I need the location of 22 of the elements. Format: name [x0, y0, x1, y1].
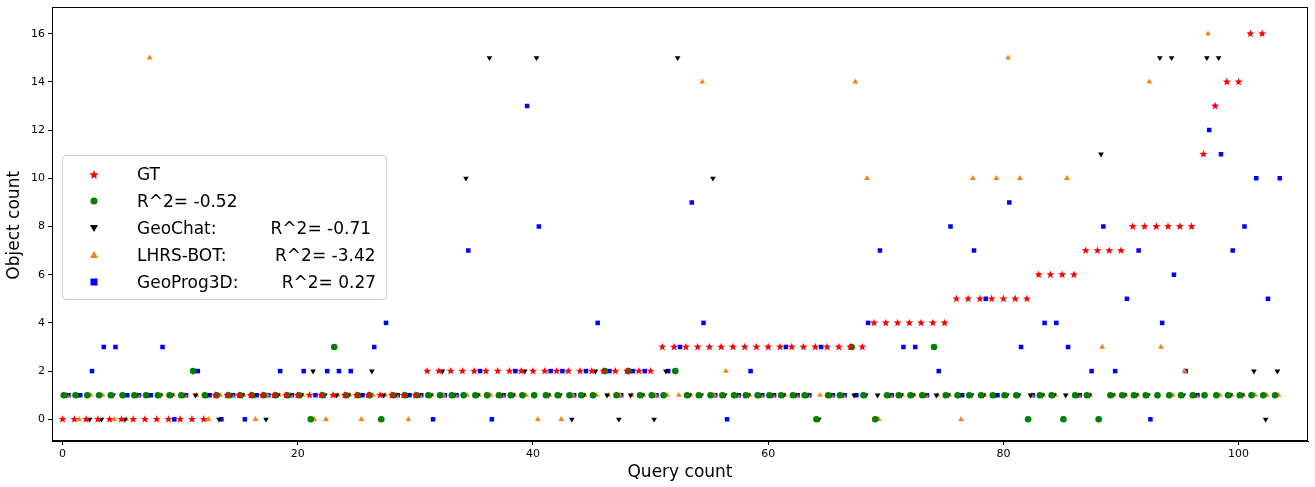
x-tick-label: 40	[526, 447, 540, 461]
y-tick-label: 10	[31, 171, 45, 185]
x-tick-label: 0	[59, 447, 67, 461]
y-tick-label: 12	[31, 122, 45, 136]
legend-label: R^2= -0.52	[137, 190, 238, 211]
y-tick-label: 16	[31, 26, 45, 40]
y-axis-title: Object count	[2, 170, 23, 280]
y-tick-label: 6	[38, 267, 45, 281]
x-tick-label: 60	[761, 447, 776, 461]
x-tick-label: 100	[1228, 447, 1250, 461]
x-tick-label: 20	[290, 447, 305, 461]
legend-label: GeoProg3D: R^2= 0.27	[137, 271, 377, 292]
y-tick-label: 0	[38, 412, 45, 426]
legend-label: GT	[137, 163, 160, 184]
y-tick-label: 4	[38, 315, 45, 329]
x-tick-label: 80	[996, 447, 1011, 461]
y-tick-label: 2	[38, 363, 45, 377]
x-axis-title: Query count	[627, 461, 733, 482]
y-tick-label: 14	[31, 74, 45, 88]
legend-label: LHRS-BOT: R^2= -3.42	[137, 244, 376, 265]
y-tick-label: 8	[38, 219, 45, 233]
legend-label: GeoChat: R^2= -0.71	[137, 217, 372, 238]
